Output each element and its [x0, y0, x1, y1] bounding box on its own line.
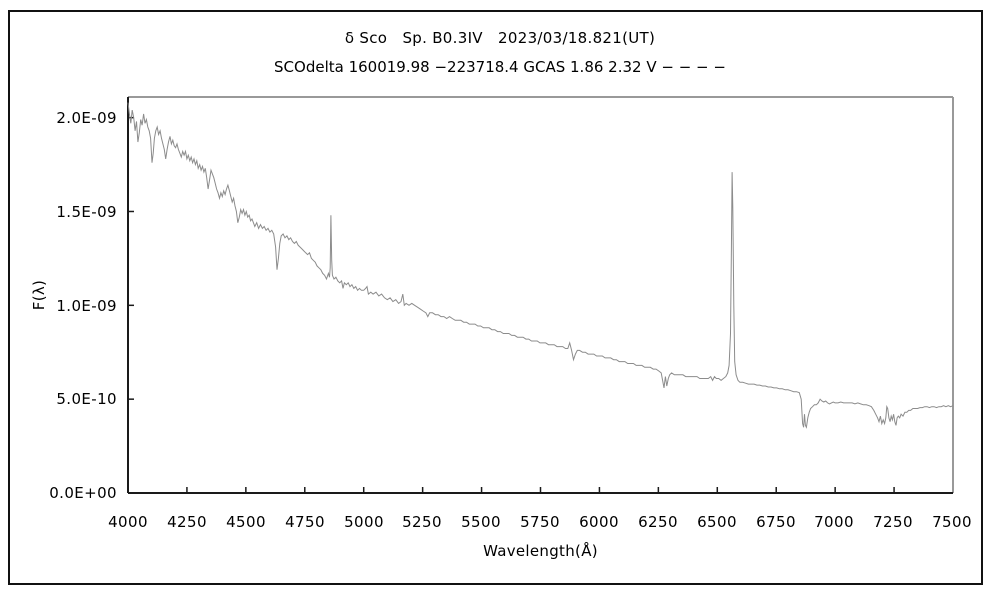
y-tick-label: 5.0E-10 [56, 390, 117, 408]
x-tick-label: 4000 [108, 513, 148, 531]
x-tick-label: 4500 [226, 513, 266, 531]
x-tick-label: 4250 [167, 513, 207, 531]
x-tick-label: 7500 [932, 513, 972, 531]
x-tick-label: 6500 [697, 513, 737, 531]
chart-title: δ Sco Sp. B0.3IV 2023/03/18.821(UT) [344, 29, 656, 47]
x-tick-label: 5250 [402, 513, 442, 531]
x-tick-label: 6250 [638, 513, 678, 531]
x-tick-label: 7000 [814, 513, 854, 531]
x-tick-label: 6750 [756, 513, 796, 531]
y-tick-label: 0.0E+00 [49, 484, 117, 502]
x-tick-label: 6000 [579, 513, 619, 531]
x-tick-label: 7250 [873, 513, 913, 531]
tick-marks [128, 116, 895, 493]
chart-subtitle: SCOdelta 160019.98 −223718.4 GCAS 1.86 2… [274, 58, 726, 76]
x-axis-label: Wavelength(Å) [483, 542, 598, 560]
y-tick-label: 1.0E-09 [56, 297, 117, 315]
x-tick-label: 5750 [520, 513, 560, 531]
x-tick-label: 5500 [461, 513, 501, 531]
x-tick-label: 4750 [285, 513, 325, 531]
y-tick-label: 2.0E-09 [56, 109, 117, 127]
y-tick-label: 1.5E-09 [56, 203, 117, 221]
x-tick-label: 5000 [344, 513, 384, 531]
spectrum-line [127, 102, 954, 429]
